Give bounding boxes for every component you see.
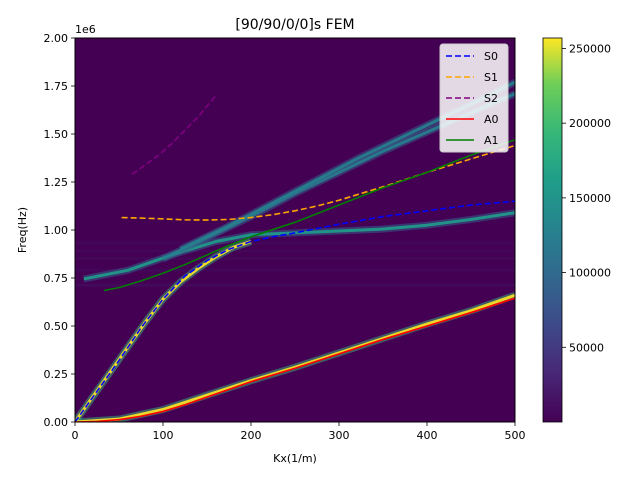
colorbar-ticks: 50000 100000 150000 200000 250000	[562, 42, 611, 354]
heatmap-band	[75, 283, 515, 287]
colorbar-tick-label: 150000	[569, 192, 611, 205]
colorbar: 50000 100000 150000 200000 250000	[542, 37, 611, 423]
legend-label-s1: S1	[484, 71, 498, 84]
colorbar-gradient	[542, 37, 563, 423]
series-line-a1	[103, 139, 515, 292]
x-tick-label: 300	[329, 429, 350, 442]
legend: S0 S1 S2 A0 A1	[439, 43, 509, 153]
x-axis-label: Kx(1/m)	[273, 452, 317, 465]
y-offset-label: 1e6	[75, 23, 96, 36]
y-tick-label: 0.50	[44, 320, 69, 333]
x-tick-label: 400	[417, 429, 438, 442]
heatmap-band	[75, 268, 515, 272]
colorbar-tick-label: 50000	[569, 341, 604, 354]
legend-label-a0: A0	[484, 113, 499, 126]
x-axis: 0 100 200 300 400 500	[72, 422, 526, 442]
y-axis-label: Freq(Hz)	[16, 207, 29, 253]
x-tick-label: 500	[505, 429, 526, 442]
legend-label-s0: S0	[484, 50, 498, 63]
heatmap-band	[75, 256, 515, 260]
legend-label-s2: S2	[484, 92, 498, 105]
series-line-s0	[75, 200, 515, 422]
y-tick-label: 2.00	[44, 32, 69, 45]
series-line-s2	[131, 95, 217, 175]
heatmap-band	[75, 241, 515, 245]
y-tick-label: 1.00	[44, 224, 69, 237]
y-tick-label: 0.00	[44, 416, 69, 429]
y-tick-label: 0.25	[44, 368, 69, 381]
y-tick-label: 1.75	[44, 80, 69, 93]
heatmap-band	[75, 249, 515, 253]
mode-curves	[75, 95, 515, 422]
heatmap-bands	[75, 241, 515, 287]
colorbar-tick-label: 250000	[569, 42, 611, 55]
series-line-s1	[121, 144, 515, 221]
colorbar-tick-label: 100000	[569, 267, 611, 280]
y-tick-label: 1.25	[44, 176, 69, 189]
y-tick-label: 1.50	[44, 128, 69, 141]
x-tick-label: 0	[72, 429, 79, 442]
series-line-a0	[75, 297, 515, 422]
colorbar-tick-label: 200000	[569, 117, 611, 130]
heatmap-ridge	[75, 293, 515, 422]
y-tick-label: 0.75	[44, 272, 69, 285]
legend-label-a1: A1	[484, 134, 499, 147]
y-axis: 0.00 0.25 0.50 0.75 1.00 1.25 1.50 1.75 2.00	[44, 32, 75, 429]
x-tick-label: 100	[153, 429, 174, 442]
x-tick-label: 200	[241, 429, 262, 442]
chart-title: [90/90/0/0]s FEM	[235, 17, 354, 33]
